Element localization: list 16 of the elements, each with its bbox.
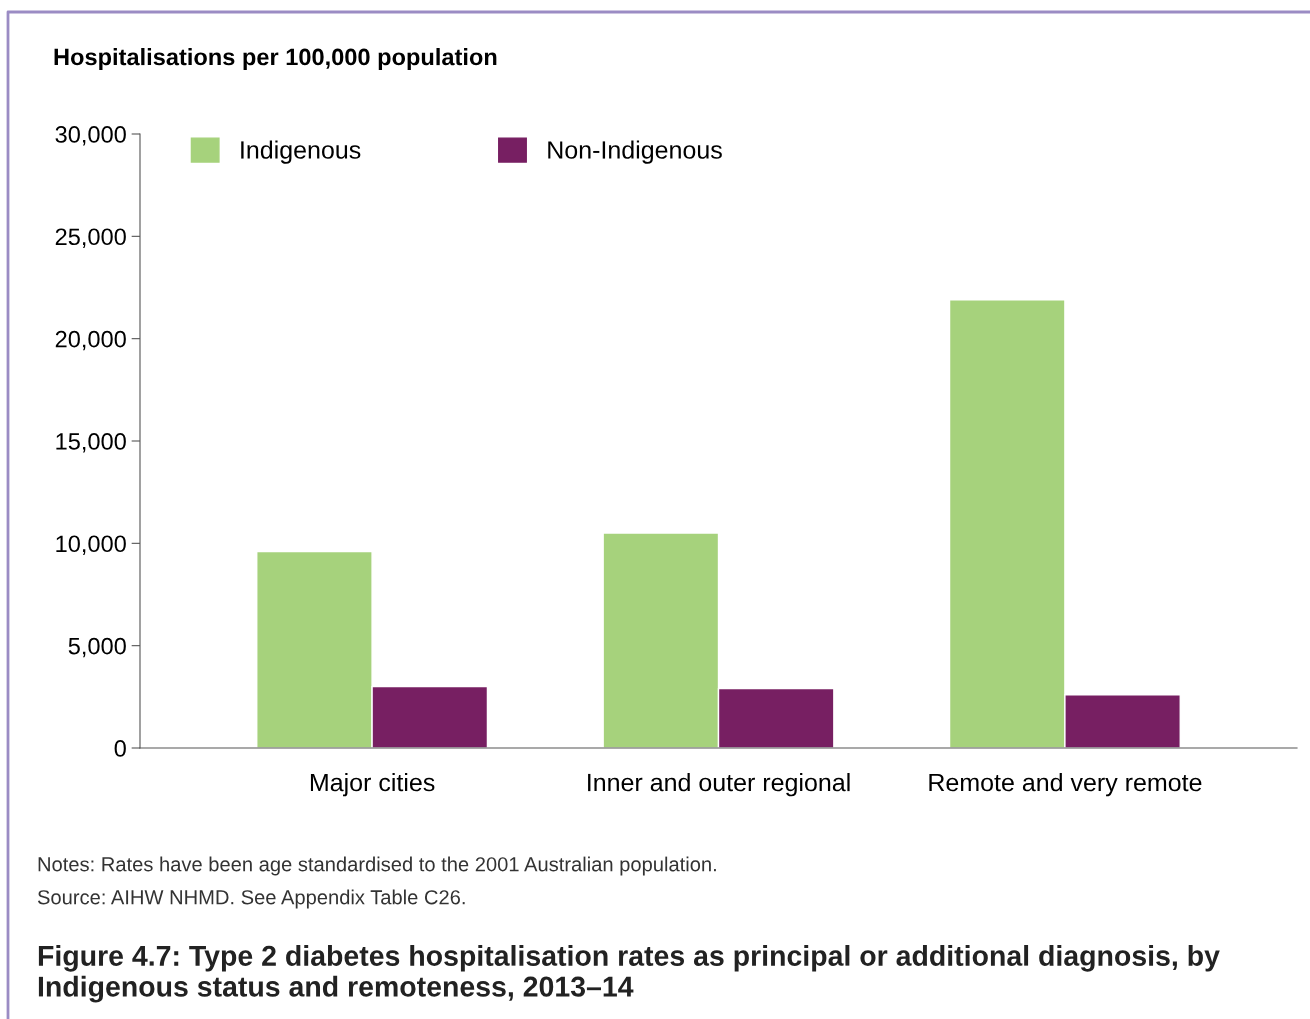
y-tick-label: 10,000	[56, 535, 126, 555]
y-tick-label: 25,000	[55, 228, 126, 248]
x-tick-label: Major cities	[310, 773, 435, 797]
x-tick-label: Remote and very remote	[929, 773, 1202, 797]
y-tick-label: 20,000	[55, 330, 126, 351]
x-tick-label: Inner and outer regional	[588, 773, 850, 797]
y-axis-title: Hospitalisations per 100,000 population	[54, 48, 497, 71]
text: Figure 4.7: Type 2 diabetes hospitalisation rates as principal or additional diagnosis, by Indigenous status and remoteness, 2013–14	[38, 945, 1220, 1003]
text: Notes: Rates have been age standardised to the 2001 Australian population.	[38, 856, 716, 876]
y-tick-label: 15,000	[56, 433, 126, 453]
legend-label: Indigenous	[241, 140, 361, 164]
source-note: Source: AIHW NHMD. See Appendix Table C26.	[37, 889, 465, 909]
y-tick-label: 5,000	[68, 637, 126, 658]
legend-label: Non-Indigenous	[548, 140, 722, 164]
y-tick-label: 30,000	[55, 126, 126, 146]
y-tick-label: 0	[114, 740, 126, 757]
